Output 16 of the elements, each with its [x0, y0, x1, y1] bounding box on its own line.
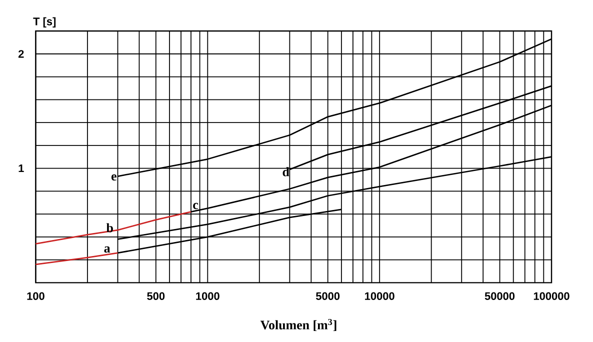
annotation: b — [106, 223, 113, 232]
y-tick-label: 2 — [18, 50, 24, 58]
y-tick-label: 1 — [18, 164, 24, 172]
x-axis-title: Volumen [m$^{3}$] — [260, 318, 336, 332]
annotation: e — [111, 174, 116, 181]
annotation: a — [104, 246, 110, 253]
annotation: c — [193, 202, 198, 210]
annotation: d — [282, 167, 290, 176]
x-tick-label: 1000 — [196, 292, 220, 300]
x-tick-label: 5000 — [316, 292, 340, 300]
x-tick-label: 10000 — [365, 292, 394, 300]
y-axis-title: T [s] — [33, 17, 56, 28]
x-tick-label: 500 — [147, 292, 165, 300]
x-tick-label: 50000 — [484, 292, 515, 300]
x-tick-label: 100000 — [534, 292, 570, 300]
x-tick-label: 100 — [27, 292, 44, 300]
